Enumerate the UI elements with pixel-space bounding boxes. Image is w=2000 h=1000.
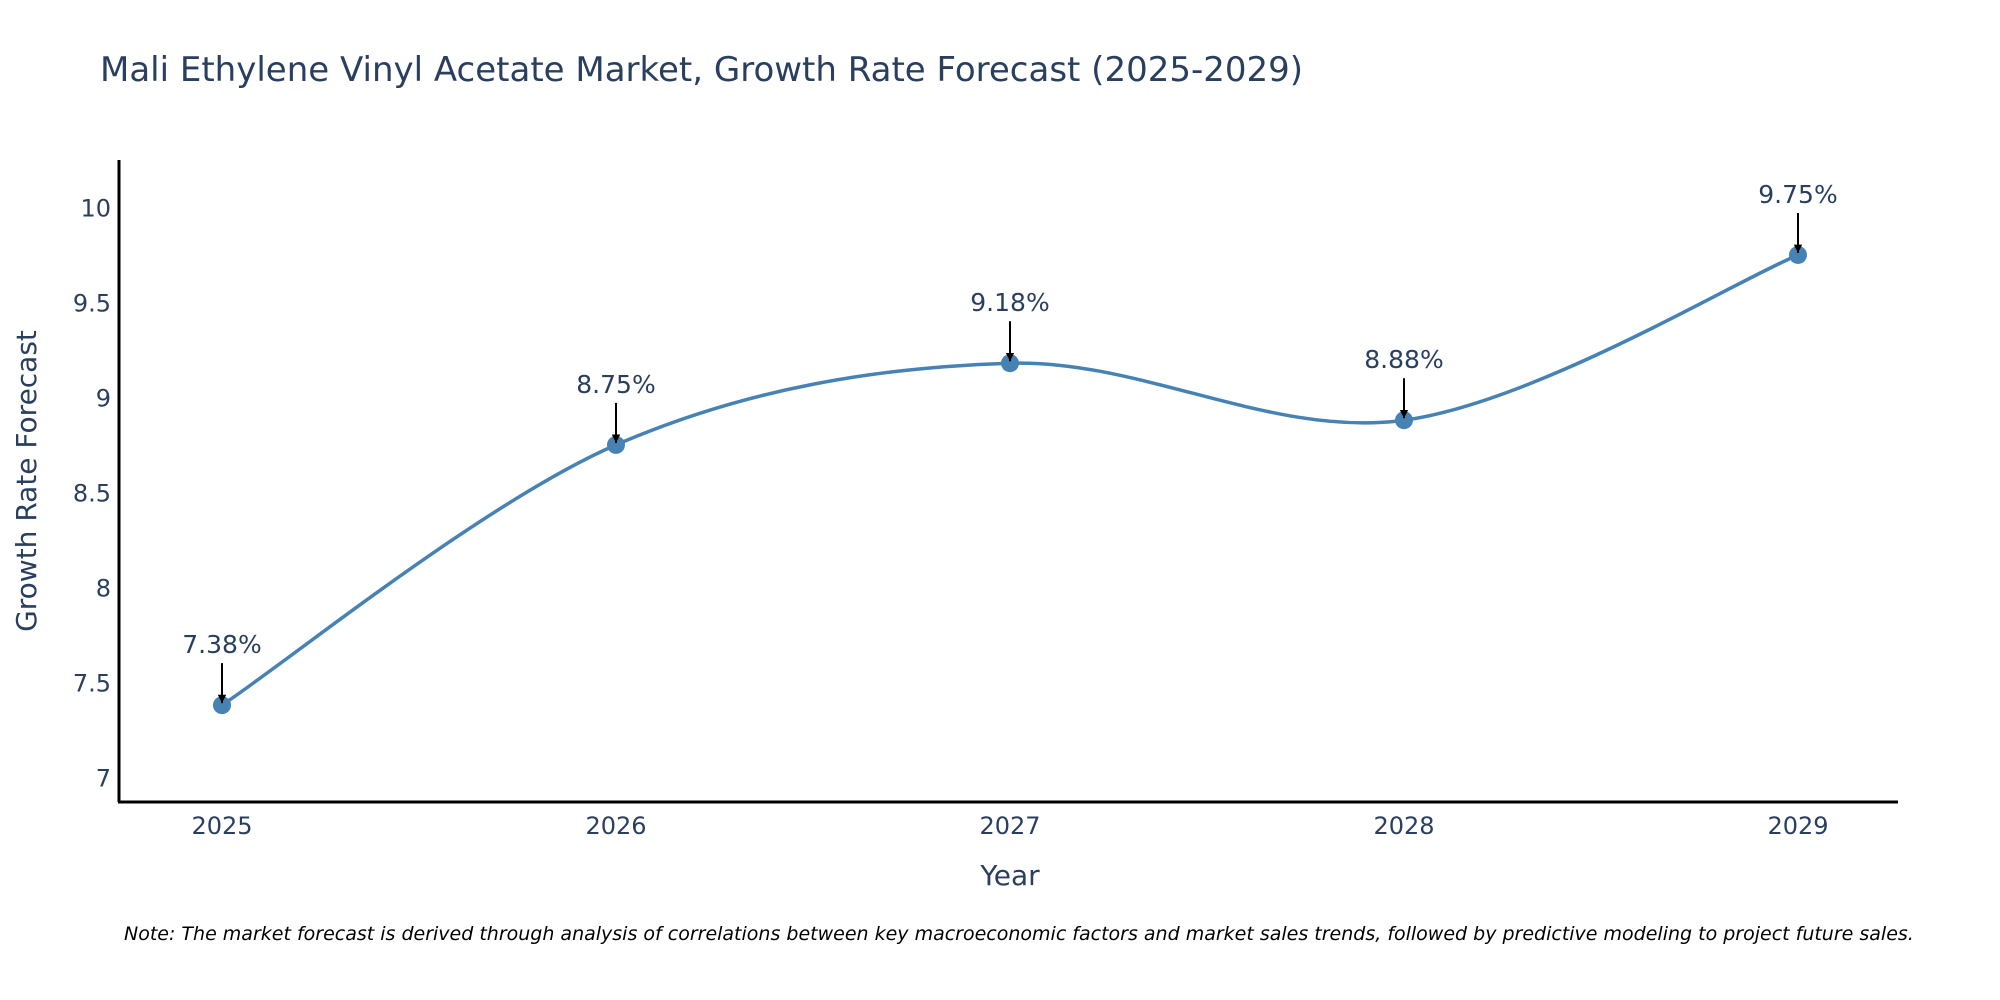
data-point <box>1395 411 1413 430</box>
footnote: Note: The market forecast is derived thr… <box>124 923 1914 945</box>
x-axis-title: Year <box>979 859 1040 892</box>
data-point <box>1001 354 1019 373</box>
y-axis-title: Growth Rate Forecast <box>10 330 43 632</box>
x-tick-label: 2028 <box>1373 812 1434 840</box>
data-point <box>1789 245 1807 264</box>
data-label: 9.18% <box>970 288 1049 317</box>
plot-area: 7 7.5 8 8.5 9 9.5 10 2025 2026 2027 2028 2029 7.38% 8… <box>73 180 1838 840</box>
data-label: 8.75% <box>576 370 655 399</box>
x-tick-label: 2029 <box>1767 812 1828 840</box>
y-tick-label: 7 <box>96 764 111 792</box>
y-tick-label: 8.5 <box>73 479 111 507</box>
y-tick-label: 10 <box>80 194 111 222</box>
y-tick-label: 9.5 <box>73 289 111 317</box>
y-tick-label: 8 <box>96 574 111 602</box>
data-point <box>213 696 231 715</box>
data-label: 8.88% <box>1364 345 1443 374</box>
data-label: 7.38% <box>182 630 261 659</box>
data-label: 9.75% <box>1758 180 1837 209</box>
x-tick-label: 2026 <box>585 812 646 840</box>
y-tick-label: 7.5 <box>73 669 111 697</box>
x-tick-label: 2027 <box>979 812 1040 840</box>
x-tick-label: 2025 <box>191 812 252 840</box>
chart-title: Mali Ethylene Vinyl Acetate Market, Grow… <box>100 50 1303 90</box>
data-point <box>607 435 625 454</box>
y-tick-label: 9 <box>96 384 111 412</box>
